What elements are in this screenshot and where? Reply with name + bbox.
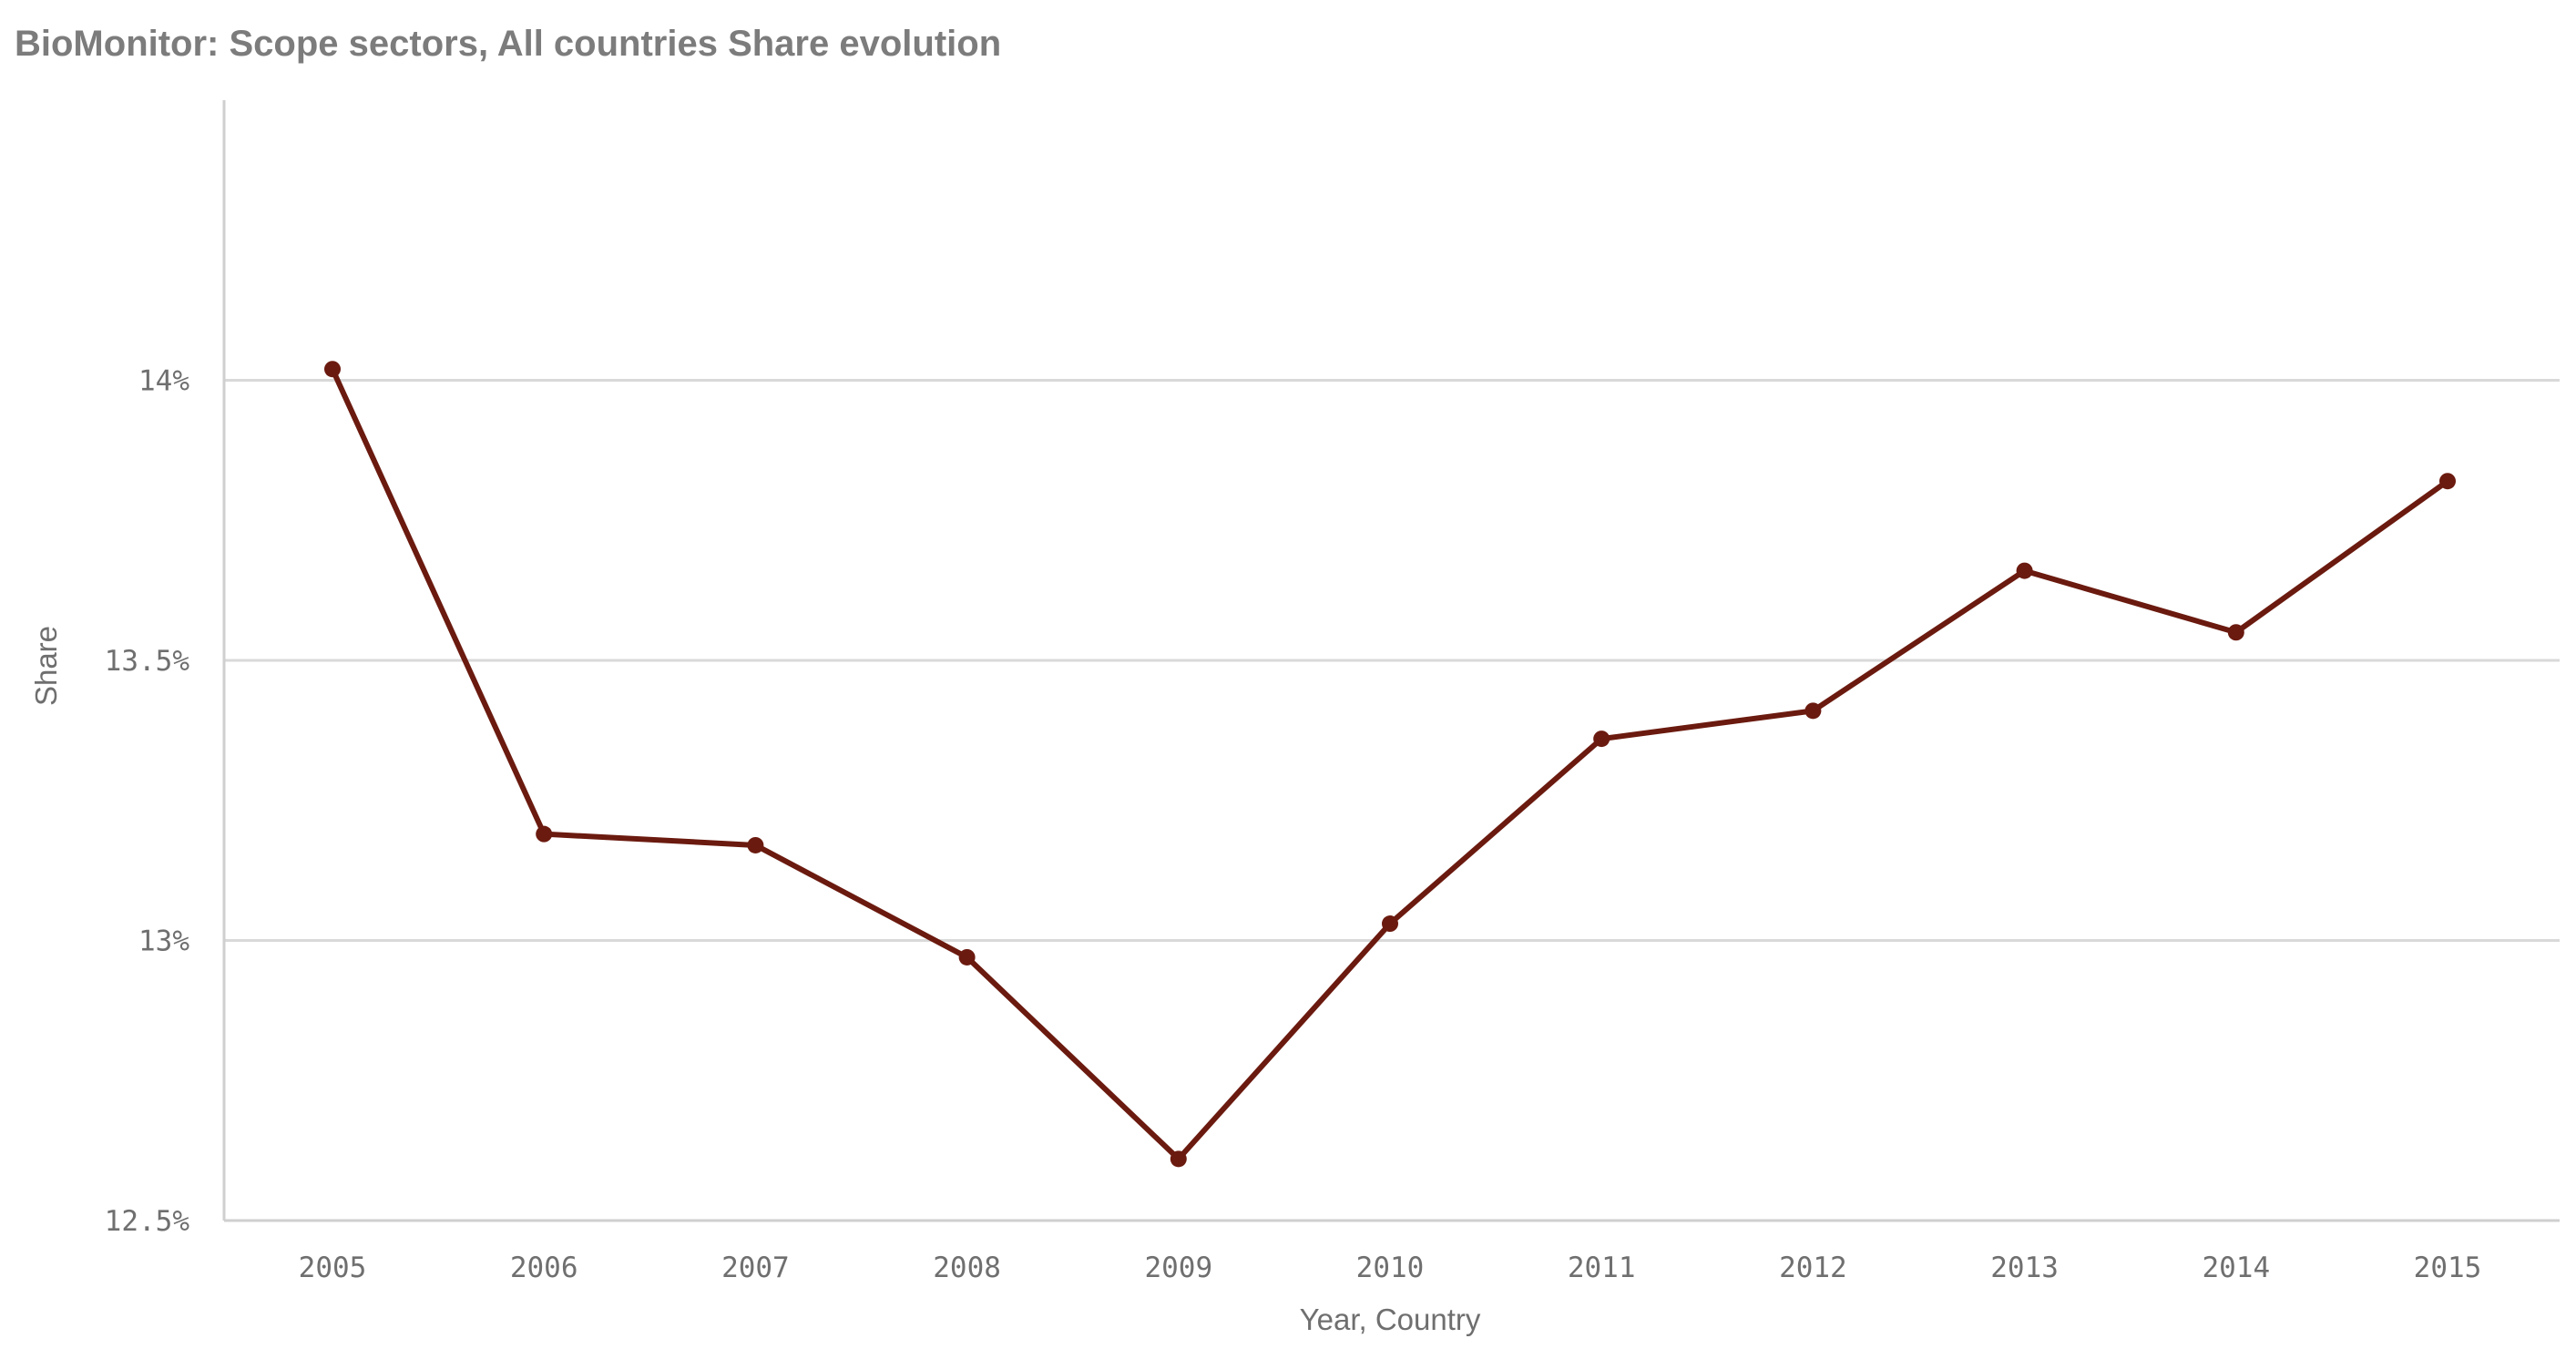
data-point-2012[interactable] xyxy=(1804,702,1822,720)
data-point-2008[interactable] xyxy=(958,948,976,966)
x-tick-label: 2008 xyxy=(933,1252,1001,1284)
x-tick-label: 2015 xyxy=(2414,1252,2482,1284)
x-tick-label: 2014 xyxy=(2202,1252,2270,1284)
y-tick-label: 13.5% xyxy=(105,645,190,678)
data-point-2006[interactable] xyxy=(536,825,553,843)
series-line xyxy=(330,366,2450,1162)
data-point-2014[interactable] xyxy=(2227,624,2244,641)
x-tick-label: 2011 xyxy=(1568,1252,1636,1284)
x-tick-label: 2007 xyxy=(721,1252,790,1284)
series-layer xyxy=(324,361,2456,1168)
data-point-2011[interactable] xyxy=(1593,731,1610,748)
x-tick-label: 2010 xyxy=(1356,1252,1425,1284)
y-tick-label: 12.5% xyxy=(105,1205,190,1238)
x-tick-label: 2012 xyxy=(1779,1252,1847,1284)
y-tick-label: 14% xyxy=(138,365,189,398)
y-tick-label: 13% xyxy=(138,925,189,958)
data-point-2005[interactable] xyxy=(324,361,341,378)
data-point-2007[interactable] xyxy=(747,836,764,853)
x-tick-label: 2005 xyxy=(299,1252,367,1284)
x-tick-label: 2006 xyxy=(510,1252,578,1284)
data-point-2009[interactable] xyxy=(1170,1150,1187,1168)
data-point-2013[interactable] xyxy=(2016,562,2033,579)
x-axis-title: Year, Country xyxy=(1300,1303,1481,1336)
x-tick-label: 2009 xyxy=(1144,1252,1212,1284)
data-point-2010[interactable] xyxy=(1382,915,1398,933)
data-point-2015[interactable] xyxy=(2439,473,2456,490)
gridlines xyxy=(224,379,2560,942)
chart-title: BioMonitor: Scope sectors, All countries… xyxy=(15,24,1002,64)
x-axis-ticks: 2005 2006 2007 2008 2009 2010 2011 2012 2013 2014… xyxy=(299,1252,2482,1284)
y-axis-ticks: 12.5% 13% 13.5% 14% xyxy=(105,365,190,1239)
x-tick-label: 2013 xyxy=(1990,1252,2059,1284)
y-axis-title: Share xyxy=(29,626,63,706)
